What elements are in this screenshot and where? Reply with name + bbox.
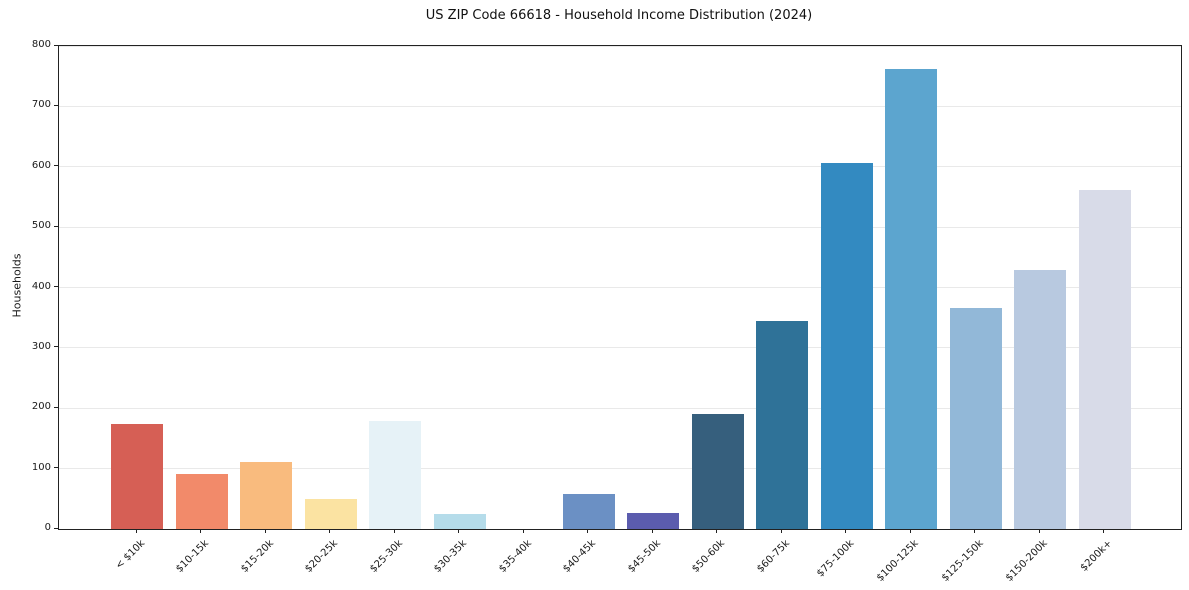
gridline-y-200: [59, 407, 1181, 409]
xtick-label-9: $50-60k: [690, 538, 728, 575]
plot-area: [58, 45, 1182, 530]
xtick-label-11: $75-100k: [814, 538, 857, 580]
bar-125-150k: [949, 308, 1002, 529]
gridline-y-800: [59, 45, 1181, 47]
xtick-mark-5: [458, 529, 459, 533]
xtick-label-4: $25-30k: [367, 538, 405, 575]
xtick-mark-3: [329, 529, 330, 533]
bar-75-100k: [820, 163, 873, 529]
xtick-mark-9: [716, 529, 717, 533]
ytick-mark-300: [54, 346, 58, 348]
ytick-mark-100: [54, 467, 58, 469]
ytick-label-600: 600: [31, 159, 51, 171]
ytick-label-700: 700: [31, 99, 51, 111]
xtick-label-8: $45-50k: [625, 538, 663, 575]
ytick-mark-500: [54, 225, 58, 227]
xtick-label-1: $10-15k: [174, 538, 212, 575]
gridline-y-100: [59, 468, 1181, 470]
xtick-mark-13: [974, 529, 975, 533]
bar-50-60k: [691, 414, 744, 529]
ytick-label-800: 800: [31, 39, 51, 50]
xtick-label-7: $40-45k: [561, 538, 599, 575]
xtick-mark-2: [264, 529, 266, 533]
xtick-mark-10: [780, 529, 782, 533]
xtick-mark-7: [587, 529, 588, 533]
xtick-label-12: $100-125k: [874, 538, 921, 584]
xtick-mark-0: [135, 529, 137, 533]
bar-100-125k: [885, 68, 937, 529]
ytick-mark-200: [54, 406, 58, 408]
bar-10k: [111, 423, 163, 529]
bar-30-35k: [433, 513, 486, 529]
xtick-label-13: $125-150k: [939, 538, 986, 584]
bar-45-50k: [627, 513, 679, 529]
xtick-mark-4: [393, 529, 395, 533]
xtick-label-3: $20-25k: [303, 538, 341, 575]
xtick-label-2: $15-20k: [238, 538, 276, 575]
bar-15-20k: [240, 461, 292, 529]
bar-25-30k: [369, 420, 421, 529]
xtick-mark-14: [1038, 529, 1040, 533]
xtick-label-6: $35-40k: [496, 538, 534, 575]
ytick-mark-400: [54, 286, 58, 287]
gridline-y-600: [59, 166, 1181, 168]
xtick-mark-11: [845, 529, 846, 533]
ytick-mark-0: [54, 527, 58, 529]
xtick-label-5: $30-35k: [432, 538, 470, 575]
xtick-label-15: $200k+: [1078, 538, 1115, 574]
ytick-label-500: 500: [31, 220, 51, 232]
xtick-mark-1: [200, 529, 201, 533]
xtick-mark-15: [1103, 529, 1104, 533]
gridline-y-400: [59, 287, 1181, 288]
ytick-label-100: 100: [31, 461, 51, 473]
xtick-mark-8: [651, 529, 653, 533]
bar-60-75k: [756, 321, 808, 529]
chart-title: US ZIP Code 66618 - Household Income Dis…: [425, 8, 813, 23]
ytick-mark-700: [54, 104, 58, 106]
xtick-label-10: $60-75k: [754, 538, 792, 575]
bar-200k: [1078, 190, 1131, 529]
ytick-label-400: 400: [31, 280, 51, 292]
bar-40-45k: [562, 493, 615, 529]
ytick-label-0: 0: [44, 522, 51, 533]
bar-20-25k: [304, 498, 357, 529]
xtick-label-0: < $10k: [113, 538, 147, 572]
bar-10-15k: [175, 474, 228, 529]
ytick-mark-600: [54, 165, 58, 167]
xtick-label-14: $150-200k: [1003, 538, 1050, 584]
gridline-y-300: [59, 347, 1181, 349]
ytick-label-200: 200: [31, 401, 51, 413]
ytick-mark-800: [54, 44, 58, 46]
bar-150-200k: [1014, 270, 1066, 529]
ytick-label-300: 300: [31, 340, 51, 352]
gridline-y-700: [59, 105, 1181, 107]
xtick-mark-12: [909, 529, 911, 533]
gridline-y-500: [59, 226, 1181, 228]
xtick-mark-6: [522, 529, 524, 533]
